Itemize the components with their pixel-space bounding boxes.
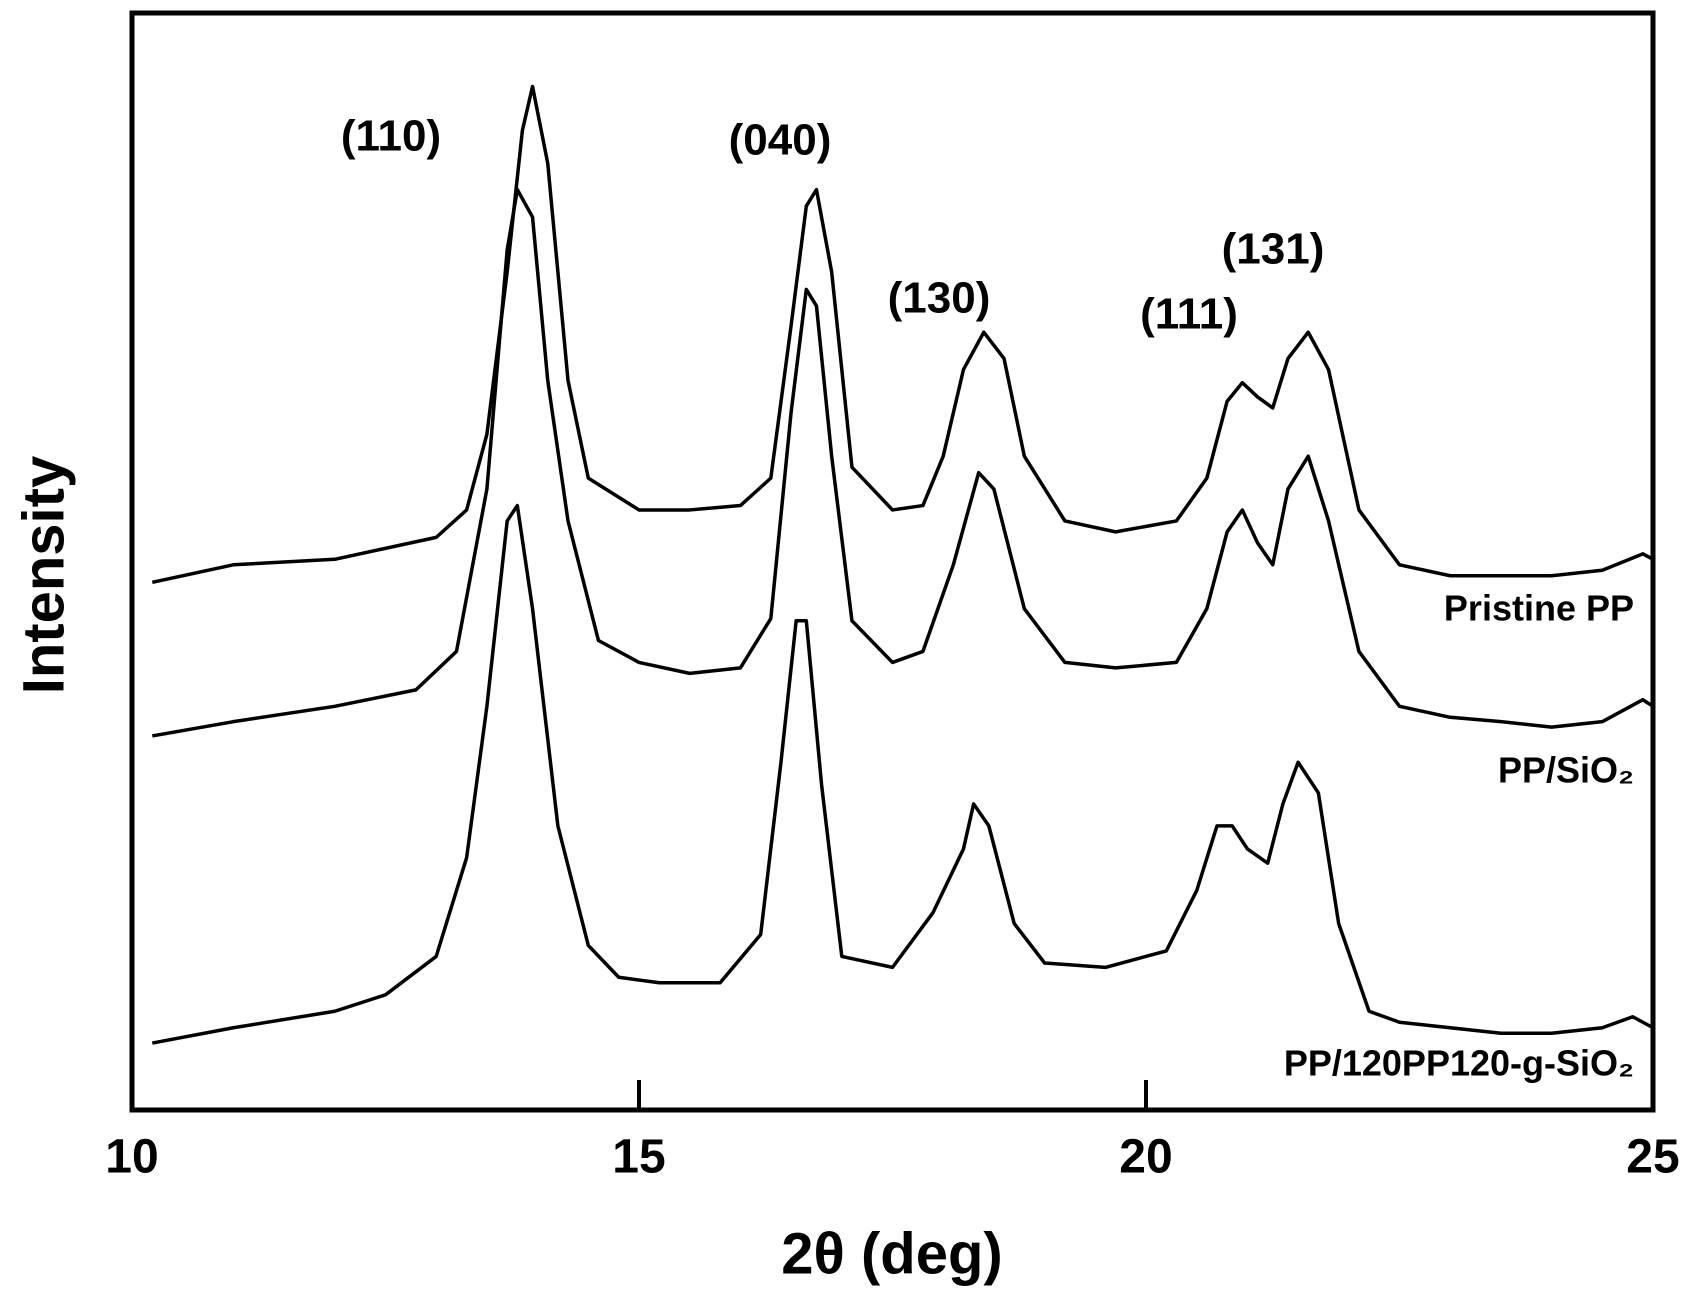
x-tick-label: 20 [1119, 1131, 1172, 1184]
y-axis-label: Intensity [11, 456, 76, 695]
series-label: PP/SiO₂ [1498, 750, 1634, 791]
series-label: Pristine PP [1444, 588, 1634, 629]
peak-annotation: (131) [1222, 225, 1325, 274]
plot-frame [129, 10, 1656, 1113]
series-label: PP/120PP120-g-SiO₂ [1284, 1043, 1634, 1084]
x-tick-label: 15 [612, 1131, 665, 1184]
data-line [151, 84, 1654, 585]
x-tick-label: 10 [105, 1131, 158, 1184]
peak-annotation: (111) [1140, 290, 1238, 339]
data-line [151, 503, 1654, 1045]
peak-annotation: (130) [888, 274, 991, 323]
x-tick-label: 25 [1626, 1131, 1679, 1184]
data-line [151, 187, 1654, 738]
peak-annotation: (040) [729, 116, 832, 165]
x-axis-label: 2θ (deg) [781, 1221, 1002, 1286]
peak-annotation: (110) [341, 112, 441, 161]
